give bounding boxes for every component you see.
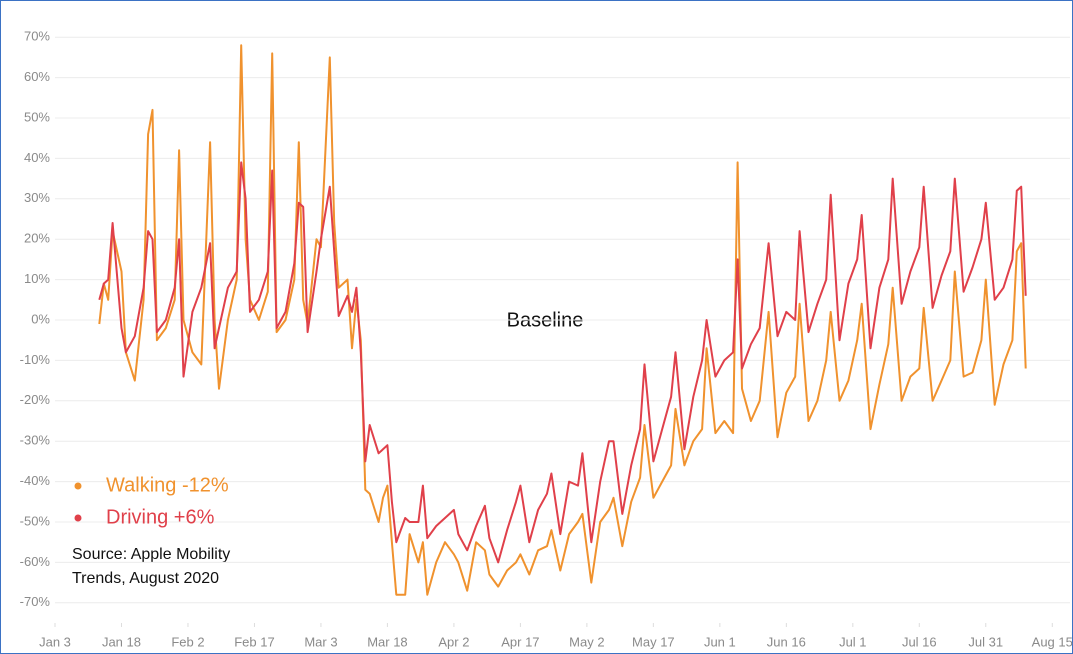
source-text: Source: Apple Mobility bbox=[72, 546, 230, 563]
y-tick-label: 10% bbox=[24, 271, 50, 286]
y-tick-label: -40% bbox=[20, 473, 51, 488]
x-tick-label: Feb 17 bbox=[234, 634, 274, 649]
y-tick-label: -70% bbox=[20, 594, 51, 609]
x-tick-label: Jul 31 bbox=[968, 634, 1003, 649]
y-tick-label: 20% bbox=[24, 231, 50, 246]
y-tick-label: 30% bbox=[24, 190, 50, 205]
y-tick-label: 60% bbox=[24, 69, 50, 84]
x-tick-label: May 17 bbox=[632, 634, 675, 649]
series-line bbox=[98, 161, 1027, 564]
y-tick-label: -20% bbox=[20, 392, 51, 407]
y-tick-label: 40% bbox=[24, 150, 50, 165]
x-tick-label: Jul 1 bbox=[839, 634, 866, 649]
y-tick-label: 50% bbox=[24, 109, 50, 124]
y-tick-label: 0% bbox=[31, 311, 50, 326]
x-tick-label: Apr 17 bbox=[501, 634, 539, 649]
y-tick-label: -30% bbox=[20, 433, 51, 448]
source-text: Trends, August 2020 bbox=[72, 570, 219, 587]
x-tick-label: Apr 2 bbox=[438, 634, 469, 649]
x-tick-label: Jun 16 bbox=[767, 634, 806, 649]
legend-label: Walking -12% bbox=[106, 474, 229, 496]
y-tick-label: -50% bbox=[20, 513, 51, 528]
y-tick-label: 70% bbox=[24, 29, 50, 44]
x-tick-label: Aug 15 bbox=[1032, 634, 1073, 649]
x-tick-label: Mar 3 bbox=[304, 634, 337, 649]
legend-marker bbox=[74, 514, 82, 522]
legend-label: Driving +6% bbox=[106, 506, 215, 528]
x-tick-label: Jun 1 bbox=[704, 634, 736, 649]
x-tick-label: Jan 18 bbox=[102, 634, 141, 649]
legend-marker bbox=[74, 482, 82, 490]
x-tick-label: Feb 2 bbox=[171, 634, 204, 649]
x-tick-label: Jan 3 bbox=[39, 634, 71, 649]
x-tick-label: Mar 18 bbox=[367, 634, 407, 649]
x-tick-label: May 2 bbox=[569, 634, 604, 649]
x-tick-label: Jul 16 bbox=[902, 634, 937, 649]
series-line bbox=[98, 44, 1027, 596]
y-tick-label: -10% bbox=[20, 352, 51, 367]
y-tick-label: -60% bbox=[20, 554, 51, 569]
